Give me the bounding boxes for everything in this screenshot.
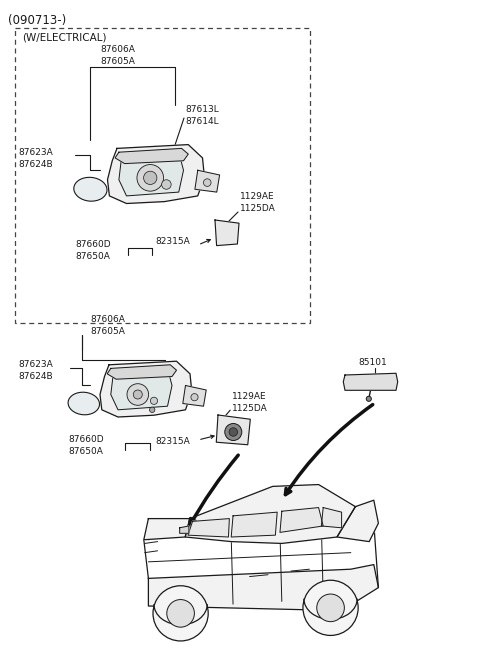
Polygon shape xyxy=(183,386,206,406)
Circle shape xyxy=(191,394,198,401)
Text: 87660D
87650A: 87660D 87650A xyxy=(68,435,104,456)
Bar xyxy=(15,28,310,323)
Circle shape xyxy=(137,165,164,191)
Polygon shape xyxy=(188,519,229,537)
Polygon shape xyxy=(185,485,355,543)
Circle shape xyxy=(153,586,208,641)
Circle shape xyxy=(204,179,211,186)
Polygon shape xyxy=(322,508,342,528)
Polygon shape xyxy=(148,565,378,611)
Polygon shape xyxy=(337,500,378,542)
Polygon shape xyxy=(107,365,177,379)
Polygon shape xyxy=(108,144,204,203)
Text: 87623A
87624B: 87623A 87624B xyxy=(18,148,53,169)
Text: 87606A
87605A: 87606A 87605A xyxy=(91,315,125,336)
Circle shape xyxy=(303,581,358,636)
Polygon shape xyxy=(180,526,189,533)
Circle shape xyxy=(150,397,157,404)
Text: 1129AE
1125DA: 1129AE 1125DA xyxy=(240,192,276,213)
Circle shape xyxy=(162,180,171,189)
Text: 85101: 85101 xyxy=(358,358,387,367)
Text: (W/ELECTRICAL): (W/ELECTRICAL) xyxy=(22,33,107,43)
Polygon shape xyxy=(119,152,183,196)
Text: 87613L
87614L: 87613L 87614L xyxy=(185,105,219,126)
Polygon shape xyxy=(111,369,172,410)
Polygon shape xyxy=(144,519,190,540)
Polygon shape xyxy=(216,415,250,445)
Polygon shape xyxy=(215,220,239,245)
Polygon shape xyxy=(280,508,323,533)
Circle shape xyxy=(366,396,372,401)
Text: 87660D
87650A: 87660D 87650A xyxy=(75,240,110,261)
Ellipse shape xyxy=(68,392,99,415)
Circle shape xyxy=(133,390,142,399)
Circle shape xyxy=(225,424,242,440)
Text: 87606A
87605A: 87606A 87605A xyxy=(101,45,135,66)
Polygon shape xyxy=(115,148,188,163)
Text: 87623A
87624B: 87623A 87624B xyxy=(18,360,53,380)
Circle shape xyxy=(127,384,149,405)
Circle shape xyxy=(149,407,155,413)
Text: 82315A: 82315A xyxy=(155,437,190,446)
Polygon shape xyxy=(343,373,398,390)
Polygon shape xyxy=(231,512,277,537)
Polygon shape xyxy=(195,171,219,192)
Circle shape xyxy=(229,428,238,436)
Text: 1129AE
1125DA: 1129AE 1125DA xyxy=(232,392,268,413)
Circle shape xyxy=(144,171,157,184)
Polygon shape xyxy=(100,361,192,417)
Circle shape xyxy=(317,594,344,622)
Circle shape xyxy=(167,600,194,627)
Text: (090713-): (090713-) xyxy=(8,14,66,27)
Ellipse shape xyxy=(74,177,107,201)
Text: 82315A: 82315A xyxy=(155,237,190,246)
